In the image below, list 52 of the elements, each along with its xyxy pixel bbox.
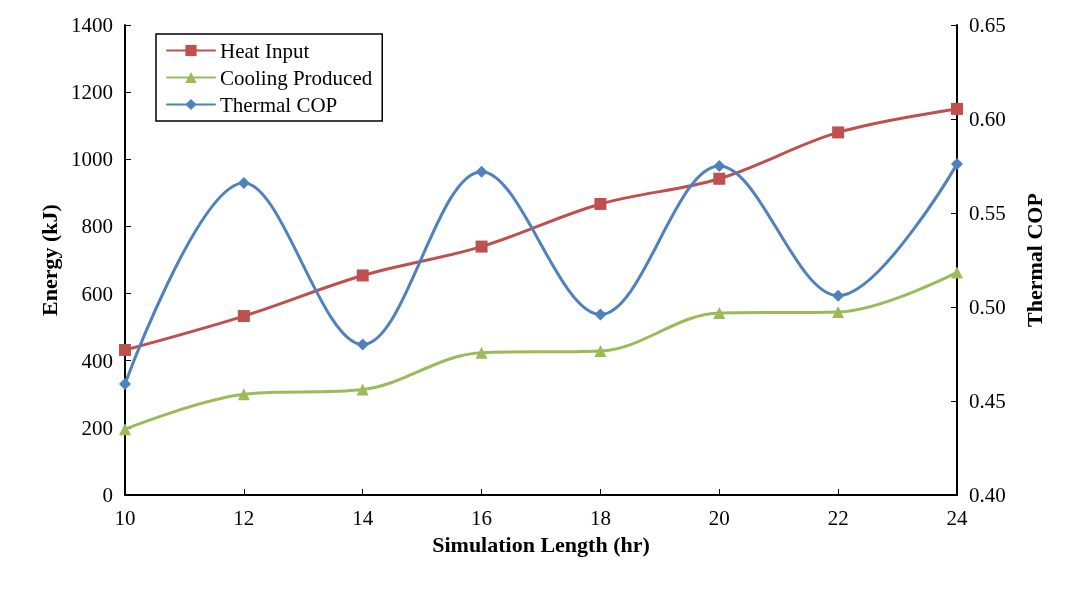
point bbox=[951, 102, 963, 115]
point bbox=[475, 346, 488, 359]
point bbox=[475, 165, 488, 178]
legend-label: Heat Input bbox=[220, 38, 310, 63]
x-tick-label: 24 bbox=[946, 505, 968, 530]
y-tick-label: 600 bbox=[81, 281, 113, 306]
point bbox=[356, 269, 369, 282]
point bbox=[832, 126, 845, 139]
point bbox=[594, 344, 607, 357]
point bbox=[713, 307, 726, 320]
y-tick-label: 1000 bbox=[71, 147, 113, 172]
point bbox=[594, 197, 607, 210]
x-tick-label: 10 bbox=[114, 505, 136, 530]
point bbox=[356, 338, 369, 351]
y2-tick-label: 0.60 bbox=[969, 107, 1006, 131]
point bbox=[713, 172, 726, 185]
point bbox=[356, 383, 369, 396]
y2-tick-label: 0.45 bbox=[969, 389, 1006, 413]
point bbox=[475, 240, 488, 253]
point bbox=[951, 158, 963, 171]
point bbox=[237, 388, 250, 401]
point bbox=[951, 266, 963, 279]
point bbox=[237, 310, 250, 323]
point bbox=[119, 343, 131, 356]
x-axis-title: Simulation Length (hr) bbox=[432, 531, 650, 557]
point bbox=[119, 378, 131, 391]
y-tick-label: 200 bbox=[81, 415, 113, 440]
x-tick-label: 22 bbox=[827, 505, 849, 530]
legend-label: Thermal COP bbox=[220, 92, 338, 117]
y2-axis-title: Thermal COP bbox=[1021, 193, 1047, 327]
y2-tick-label: 0.55 bbox=[969, 201, 1006, 225]
point bbox=[832, 306, 845, 319]
y-tick-label: 400 bbox=[81, 348, 113, 373]
legend-label: Cooling Produced bbox=[220, 65, 373, 90]
y-tick-label: 1200 bbox=[71, 80, 113, 105]
point bbox=[832, 289, 845, 302]
y2-tick-label: 0.65 bbox=[969, 13, 1006, 37]
y2-tick-label: 0.50 bbox=[969, 295, 1006, 319]
y-tick-label: 800 bbox=[81, 214, 113, 239]
x-tick-label: 14 bbox=[352, 505, 374, 530]
point bbox=[594, 308, 607, 321]
y-tick-label: 0 bbox=[102, 483, 113, 507]
y-tick-label: 1400 bbox=[71, 13, 113, 37]
point bbox=[119, 423, 131, 436]
y-axis-title: Energy (kJ) bbox=[36, 204, 62, 316]
x-tick-label: 20 bbox=[708, 505, 730, 530]
y2-tick-label: 0.40 bbox=[969, 483, 1006, 507]
point bbox=[713, 160, 726, 172]
point bbox=[237, 176, 250, 189]
x-tick-label: 16 bbox=[471, 505, 493, 530]
x-tick-label: 12 bbox=[233, 505, 255, 530]
x-tick-label: 18 bbox=[589, 505, 611, 530]
